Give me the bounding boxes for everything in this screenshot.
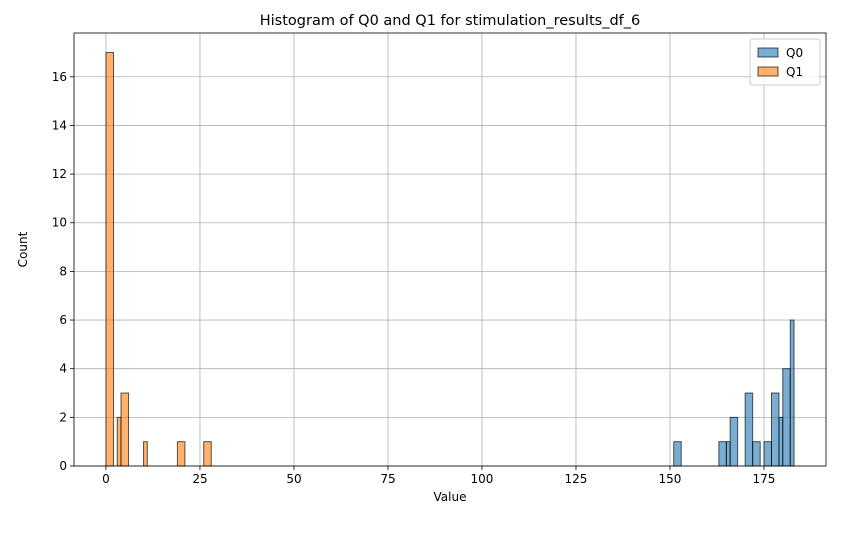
- x-tick-label: 50: [286, 472, 301, 486]
- legend-box: [749, 38, 821, 86]
- y-tick-label: 8: [59, 264, 67, 278]
- y-tick-label: 4: [59, 362, 67, 376]
- bar-q1: [143, 441, 148, 467]
- ticks: 0 25 50 75 100 125 150 175 0 2 4 6 8 10 12 14 16: [52, 70, 776, 486]
- y-axis-label: Count: [16, 231, 30, 267]
- legend-label-q1: Q1: [786, 65, 803, 79]
- y-tick-label: 2: [59, 410, 67, 424]
- bar-q0: [782, 368, 791, 467]
- bar-q0: [718, 441, 727, 467]
- bar-q0: [789, 319, 795, 467]
- bar-q0: [729, 416, 739, 467]
- axes: [73, 32, 827, 467]
- legend-label-q0: Q0: [786, 46, 803, 60]
- x-tick-label: 100: [471, 472, 494, 486]
- bar-q1: [116, 416, 122, 467]
- bar-q1: [203, 441, 212, 467]
- x-tick-label: 150: [659, 472, 682, 486]
- bar-q0: [673, 441, 682, 467]
- bar-q0: [752, 441, 761, 467]
- bar-q0: [770, 392, 780, 467]
- legend-swatch-q0: [757, 47, 779, 58]
- x-tick-label: 75: [380, 472, 395, 486]
- bar-q0: [744, 392, 754, 467]
- x-axis-label: Value: [434, 490, 467, 504]
- x-tick-label: 25: [192, 472, 207, 486]
- y-tick-label: 16: [52, 70, 67, 84]
- y-tick-label: 10: [52, 216, 67, 230]
- x-tick-label: 0: [102, 472, 110, 486]
- bars: [105, 51, 795, 467]
- bar-q1: [176, 441, 186, 467]
- plot-frame: [73, 32, 827, 467]
- legend-swatch-q1: [757, 66, 779, 77]
- bar-q1: [105, 51, 114, 467]
- bar-q0: [763, 441, 772, 467]
- x-tick-label: 125: [565, 472, 588, 486]
- chart-title: Histogram of Q0 and Q1 for stimulation_r…: [260, 13, 640, 29]
- x-tick-label: 175: [753, 472, 776, 486]
- bar-q0: [778, 416, 784, 467]
- y-tick-label: 0: [59, 459, 67, 473]
- bar-q1: [120, 392, 130, 467]
- y-tick-label: 14: [52, 118, 67, 132]
- y-tick-label: 12: [52, 167, 67, 181]
- y-tick-label: 6: [59, 313, 67, 327]
- bar-q0: [725, 441, 731, 467]
